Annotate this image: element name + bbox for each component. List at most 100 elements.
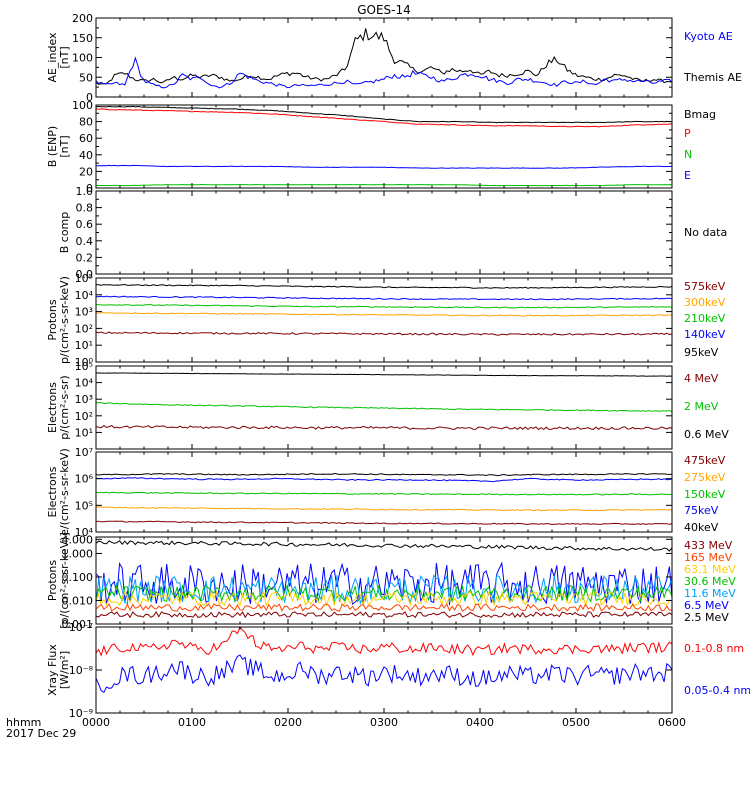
plot-frame bbox=[95, 626, 673, 714]
time-axis-label: hhmm bbox=[6, 716, 41, 729]
legend-entry: Kyoto AE bbox=[684, 30, 733, 43]
y-tick-label: 10⁻⁷ bbox=[69, 621, 93, 634]
y-axis-label: p/(cm²-s-sr-keV) bbox=[58, 276, 71, 364]
panel-xray: 10⁻⁹ 10⁻⁸ 10⁻⁷ Xray Flux [W/m²] 0.1-0.8 nm 0.0… bbox=[46, 621, 750, 720]
panel-electrons_mag: 10⁴ 10⁵ 10⁶ 10⁷ Electrons e/(cm²-s-sr-keV) 475… bbox=[46, 446, 726, 539]
series-line-xray-0 bbox=[95, 626, 673, 657]
y-axis-label: p/(cm²-s-sr) bbox=[58, 375, 71, 439]
y-tick-label: 0.001 bbox=[62, 618, 94, 631]
y-tick-label: 0.8 bbox=[76, 202, 94, 215]
legend-entry: 300keV bbox=[684, 296, 726, 309]
legend-entry: 63.1 MeV bbox=[684, 563, 736, 576]
y-axis-label: Protons bbox=[46, 299, 59, 340]
x-tick-label: 0100 bbox=[178, 716, 206, 729]
x-tick-label: 0600 bbox=[658, 716, 686, 729]
series-line-electrons_mag-4 bbox=[95, 520, 673, 526]
plot-frame bbox=[95, 365, 673, 450]
legend-entry: E bbox=[684, 169, 691, 182]
legend-entry: 575keV bbox=[684, 280, 726, 293]
series-line-protons_high-5 bbox=[95, 602, 673, 613]
y-tick-label: 10³ bbox=[75, 393, 93, 406]
series-line-protons_high-3 bbox=[95, 583, 673, 603]
series-line-protons_low-3 bbox=[95, 312, 673, 317]
legend-entry: Bmag bbox=[684, 108, 716, 121]
x-tick-label: 0300 bbox=[370, 716, 398, 729]
panel-bcomp: 0.0 0.2 0.4 0.6 0.8 1.0 B comp No data bbox=[58, 185, 727, 281]
y-tick-label: 0.100 bbox=[62, 571, 94, 584]
plot-frame bbox=[95, 451, 673, 533]
y-tick-label: 100 bbox=[72, 99, 93, 112]
y-tick-label: 10² bbox=[75, 410, 93, 423]
series-line-electrons_mag-3 bbox=[95, 506, 673, 512]
y-tick-label: 10⁴ bbox=[75, 289, 94, 302]
y-tick-label: 4.000 bbox=[62, 533, 94, 546]
legend-entry: 30.6 MeV bbox=[684, 575, 736, 588]
y-tick-label: 10² bbox=[75, 322, 93, 335]
legend-entry: 433 MeV bbox=[684, 539, 733, 552]
x-tick-label: 0200 bbox=[274, 716, 302, 729]
legend-entry: 165 MeV bbox=[684, 551, 733, 564]
plot-frame bbox=[95, 104, 673, 189]
y-tick-label: 200 bbox=[72, 12, 93, 25]
y-tick-label: 0.2 bbox=[76, 251, 94, 264]
y-tick-label: 10⁶ bbox=[75, 473, 94, 486]
series-line-protons_low-4 bbox=[95, 331, 673, 336]
plot-frame bbox=[95, 190, 673, 275]
y-tick-label: 10⁻⁸ bbox=[69, 664, 94, 677]
y-axis-label: AE_index bbox=[46, 32, 59, 83]
y-tick-label: 60 bbox=[79, 132, 93, 145]
y-tick-label: 150 bbox=[72, 32, 93, 45]
y-axis-label: Xray Flux bbox=[46, 644, 59, 696]
series-line-protons_high-4 bbox=[95, 590, 673, 608]
legend-entry: 140keV bbox=[684, 328, 726, 341]
y-tick-label: 10⁴ bbox=[75, 526, 94, 539]
date-label: 2017 Dec 29 bbox=[6, 727, 76, 740]
legend-entry: 95keV bbox=[684, 346, 719, 359]
y-axis-label: B comp bbox=[58, 212, 71, 254]
y-tick-label: 0.0 bbox=[76, 268, 94, 281]
y-tick-label: 10⁴ bbox=[75, 377, 94, 390]
y-axis-label: e/(cm²-s-sr-keV) bbox=[58, 448, 71, 536]
legend-entry: N bbox=[684, 148, 692, 161]
y-tick-label: 0.6 bbox=[76, 218, 94, 231]
series-line-electrons_mag-0 bbox=[95, 472, 673, 477]
y-axis-label: [nT] bbox=[58, 135, 71, 157]
series-line-bfield-1 bbox=[95, 108, 672, 128]
y-axis-label: [W/m²] bbox=[58, 651, 71, 689]
y-axis-label: Protons bbox=[46, 560, 59, 601]
legend-entry: No data bbox=[684, 226, 727, 239]
y-tick-label: 0.4 bbox=[76, 235, 94, 248]
legend-entry: 75keV bbox=[684, 504, 719, 517]
y-axis-label: Electrons bbox=[46, 382, 59, 433]
legend-entry: 150keV bbox=[684, 488, 726, 501]
series-line-protons_high-1 bbox=[95, 561, 673, 606]
plot-frame bbox=[95, 277, 673, 363]
legend-entry: 2.5 MeV bbox=[684, 611, 729, 624]
legend-entry: P bbox=[684, 127, 691, 140]
y-axis-label: B (ENP) bbox=[46, 126, 59, 167]
series-line-ae-1 bbox=[95, 56, 673, 89]
y-tick-label: 100 bbox=[72, 52, 93, 65]
legend-entry: 275keV bbox=[684, 471, 726, 484]
y-tick-label: 10⁵ bbox=[75, 499, 93, 512]
series-line-electrons_high-0 bbox=[95, 372, 673, 377]
y-tick-label: 10³ bbox=[75, 306, 93, 319]
y-tick-label: 10⁰ bbox=[75, 356, 94, 369]
legend-entry: 210keV bbox=[684, 312, 726, 325]
series-line-bfield-2 bbox=[95, 164, 673, 169]
y-tick-label: 40 bbox=[79, 149, 93, 162]
legend-entry: 11.6 MeV bbox=[684, 587, 736, 600]
y-tick-label: 10¹ bbox=[75, 339, 93, 352]
y-tick-label: 0.010 bbox=[62, 594, 94, 607]
plot-frame bbox=[95, 17, 673, 98]
y-axis-label: [nT] bbox=[58, 46, 71, 68]
series-line-protons_low-0 bbox=[95, 283, 673, 289]
y-tick-label: 10¹ bbox=[75, 426, 93, 439]
legend-entry: 0.05-0.4 nm bbox=[684, 684, 750, 697]
y-axis-label: [p/(cm²-s-sr-keV)] bbox=[58, 532, 71, 629]
series-line-protons_high-0 bbox=[95, 540, 673, 552]
legend-entry: 475keV bbox=[684, 454, 726, 467]
